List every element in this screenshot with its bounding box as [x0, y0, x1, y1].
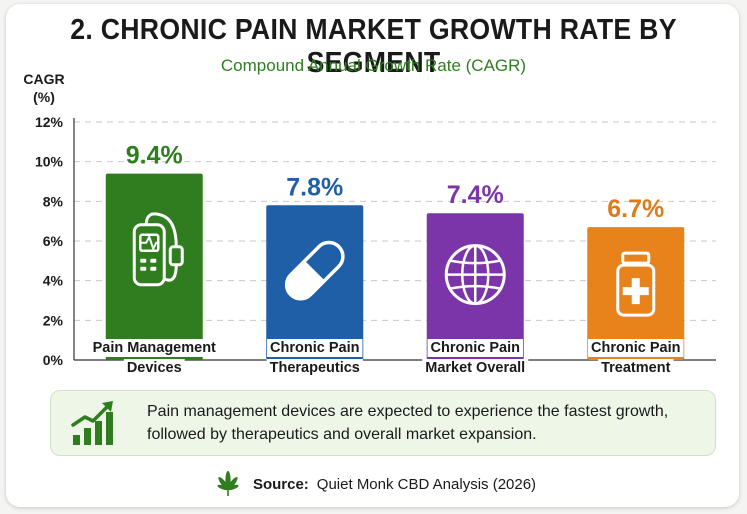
- growth-chart-icon: [71, 401, 113, 445]
- bar-value-label: 6.7%: [607, 195, 664, 223]
- y-tick-label: 2%: [43, 312, 64, 328]
- y-tick-label: 6%: [43, 233, 64, 249]
- bar-value-label: 9.4%: [126, 142, 183, 170]
- label-backdrop: [422, 359, 529, 377]
- medicine-bottle-icon: [616, 251, 656, 317]
- cannabis-leaf-icon: [217, 471, 239, 496]
- chart-subtitle: Compound Annual Growth Rate (CAGR): [220, 56, 527, 75]
- x-tick-label: Chronic Pain: [431, 340, 520, 356]
- x-tick-label: Treatment: [601, 360, 670, 376]
- source-line: Source: Quiet Monk CBD Analysis (2026): [0, 470, 747, 498]
- source-label: Source:: [252, 475, 309, 493]
- x-tick-label: Pain Management: [93, 340, 216, 356]
- y-tick-label: 8%: [43, 193, 64, 209]
- pill-capsule-icon: [284, 240, 345, 301]
- y-tick-label: 12%: [35, 114, 64, 130]
- bar-value-label: 7.4%: [447, 181, 504, 209]
- source-text: Quiet Monk CBD Analysis (2026): [316, 475, 537, 493]
- y-axis-label: (%): [33, 89, 55, 105]
- label-backdrop: [427, 339, 523, 357]
- y-tick-label: 10%: [35, 154, 64, 170]
- y-tick-label: 0%: [43, 352, 64, 368]
- insight-text: Pain management devices are expected to …: [147, 403, 669, 443]
- bar-chart: CAGR (%) 0% 2% 4% 6% 8% 10% 12% 9.4% Pain Manageme…: [23, 71, 716, 377]
- label-backdrop: [598, 359, 674, 377]
- label-backdrop: [267, 339, 363, 357]
- label-backdrop: [266, 359, 363, 377]
- label-backdrop: [588, 339, 684, 357]
- x-tick-label: Chronic Pain: [270, 340, 359, 356]
- page-title: 2. CHRONIC PAIN MARKET GROWTH RATE BY SE…: [70, 14, 677, 79]
- x-tick-label: Therapeutics: [270, 360, 360, 376]
- label-backdrop: [89, 339, 220, 357]
- x-tick-label: Chronic Pain: [591, 340, 680, 356]
- insight-note: Pain management devices are expected to …: [50, 390, 716, 456]
- bar-value-label: 7.8%: [286, 173, 343, 201]
- x-tick-label: Devices: [127, 360, 182, 376]
- label-backdrop: [123, 359, 185, 377]
- globe-icon: [444, 244, 506, 306]
- pain-device-icon: [132, 212, 184, 287]
- y-axis-label: CAGR: [23, 71, 64, 87]
- y-tick-label: 4%: [43, 273, 64, 289]
- x-tick-label: Market Overall: [425, 360, 525, 376]
